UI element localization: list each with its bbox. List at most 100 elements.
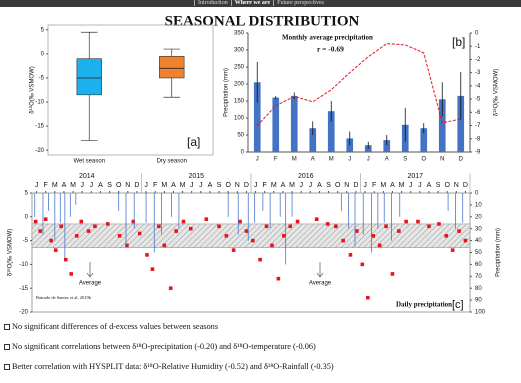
- y-tick-label: -5: [23, 238, 29, 244]
- point: [251, 238, 255, 243]
- x-tick-label: M: [380, 182, 386, 189]
- point: [444, 234, 449, 238]
- point: [38, 229, 43, 233]
- point: [355, 229, 359, 233]
- point: [437, 222, 441, 226]
- point: [276, 276, 281, 281]
- y-tick-label: -10: [35, 100, 44, 106]
- line: [256, 43, 461, 126]
- point: [371, 234, 376, 238]
- slide-title: SEASONAL DISTRIBUTION: [165, 13, 360, 29]
- point: [238, 219, 242, 224]
- point: [188, 226, 193, 231]
- point: [145, 253, 149, 257]
- x-tick-label: N: [235, 182, 240, 189]
- x-tick-label: M: [292, 157, 297, 163]
- y2-tick-label: -5: [475, 97, 481, 103]
- x-tick-label: F: [372, 182, 376, 189]
- point: [457, 229, 461, 233]
- y2-tick-label: 60: [475, 262, 482, 268]
- point: [282, 234, 286, 238]
- point: [217, 224, 221, 229]
- y2-tick-label: 30: [475, 226, 482, 232]
- panel-label: [a]: [187, 135, 200, 149]
- x-tick-label: A: [311, 157, 315, 163]
- point: [270, 243, 274, 248]
- x-tick-label: Wet season: [73, 159, 105, 165]
- x-tick-label: A: [281, 182, 286, 189]
- x-tick-label: J: [409, 182, 413, 189]
- nav-item[interactable]: Where we are: [230, 0, 274, 6]
- y2-tick-label: -2: [475, 57, 481, 63]
- year-label: 2014: [79, 173, 95, 180]
- bullet: Better correlation with HYSPLIT data: δ¹…: [4, 360, 334, 380]
- bar: [272, 97, 280, 152]
- annotation: Average: [309, 281, 332, 287]
- point: [397, 229, 401, 233]
- y-tick-label: -20: [19, 310, 28, 316]
- x-tick-label: S: [436, 182, 441, 189]
- year-label: 2016: [298, 173, 314, 180]
- x-tick-label: D: [353, 182, 358, 189]
- plot-frame: [47, 24, 214, 156]
- x-tick-label: A: [317, 182, 322, 189]
- nav-item[interactable]: Introduction: [194, 0, 231, 6]
- y-tick-label: 5: [41, 27, 45, 33]
- nav-bar: Introduction Where we are Future perspecti…: [0, 0, 521, 7]
- point: [150, 267, 155, 271]
- point: [416, 219, 420, 224]
- y2-tick-label: 0: [475, 31, 479, 37]
- point: [377, 243, 382, 248]
- annotation: Average: [79, 281, 102, 287]
- axis-title: δ¹⁸O(‰ VSMOW): [7, 229, 14, 277]
- x-tick-label: J: [90, 182, 94, 189]
- x-tick-label: J: [348, 157, 351, 163]
- y2-tick-label: 0: [475, 191, 479, 197]
- x-tick-label: O: [225, 182, 231, 189]
- x-tick-label: O: [335, 182, 341, 189]
- point: [244, 229, 249, 233]
- x-tick-label: M: [399, 182, 405, 189]
- x-tick-label: A: [62, 182, 67, 189]
- y2-tick-label: 70: [475, 274, 482, 280]
- x-tick-label: J: [144, 182, 148, 189]
- y-tick-label: -20: [35, 148, 44, 154]
- y2-tick-label: 40: [475, 238, 482, 244]
- bar: [309, 128, 317, 152]
- y-tick-label: 200: [234, 82, 245, 88]
- axis-title: Precipitation (mm): [224, 68, 230, 117]
- x-tick-label: S: [403, 157, 407, 163]
- x-tick-label: M: [329, 157, 334, 163]
- axis-title: δ¹⁸O(‰ VSMOW): [493, 69, 500, 117]
- x-tick-label: M: [52, 182, 58, 189]
- point: [325, 222, 330, 226]
- point: [137, 231, 142, 236]
- point: [168, 286, 173, 290]
- axis-title: δ¹⁸O(‰ VSMOW): [29, 66, 36, 114]
- x-tick-label: F: [153, 182, 157, 189]
- point: [74, 234, 79, 238]
- x-tick-label: F: [44, 182, 48, 189]
- nav-item[interactable]: Future perspectives: [273, 0, 327, 6]
- x-tick-label: N: [344, 182, 349, 189]
- y-tick-label: 350: [234, 31, 245, 37]
- x-tick-label: J: [418, 182, 422, 189]
- x-tick-label: M: [289, 182, 295, 189]
- point: [53, 248, 58, 252]
- annotation: r = -0.69: [317, 45, 344, 54]
- x-tick-label: S: [326, 182, 331, 189]
- point: [86, 229, 91, 233]
- x-tick-label: O: [421, 157, 426, 163]
- x-tick-label: J: [80, 182, 84, 189]
- arrowhead: [316, 272, 324, 278]
- y-tick-label: 50: [237, 133, 244, 139]
- point: [348, 253, 353, 257]
- arrowhead: [86, 272, 94, 278]
- x-tick-label: J: [256, 157, 259, 163]
- x-tick-label: J: [363, 182, 367, 189]
- y2-tick-label: 80: [475, 286, 482, 292]
- y2-tick-label: 10: [475, 202, 482, 208]
- x-tick-label: J: [35, 182, 39, 189]
- x-tick-label: D: [244, 182, 249, 189]
- y2-tick-label: -3: [475, 70, 481, 76]
